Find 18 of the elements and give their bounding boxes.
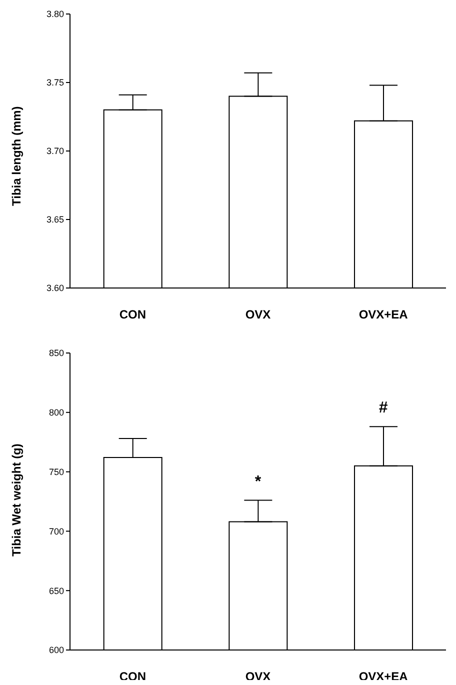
x-tick-label: OVX+EA	[358, 308, 408, 322]
annotation: *	[254, 473, 262, 490]
annotation: #	[378, 400, 388, 417]
y-tick-label: 3.60	[46, 283, 64, 294]
x-tick-label: OVX	[245, 308, 271, 322]
y-tick-label: 3.65	[46, 214, 64, 225]
y-tick-label: 800	[48, 408, 64, 418]
y-tick-label: 3.80	[46, 9, 64, 20]
x-tick-label: CON	[119, 308, 146, 322]
y-tick-label: 650	[48, 586, 64, 596]
y-axis-title: Tibia Wet weight (g)	[9, 444, 24, 556]
y-axis-title: Tibia length (mm)	[9, 106, 24, 206]
y-tick-label: 850	[48, 348, 64, 358]
y-tick-label: 750	[48, 466, 64, 477]
y-tick-label: 700	[48, 526, 64, 536]
y-tick-label: 3.75	[46, 78, 64, 88]
y-tick-label: 600	[48, 645, 64, 656]
y-tick-label: 3.70	[46, 146, 64, 156]
